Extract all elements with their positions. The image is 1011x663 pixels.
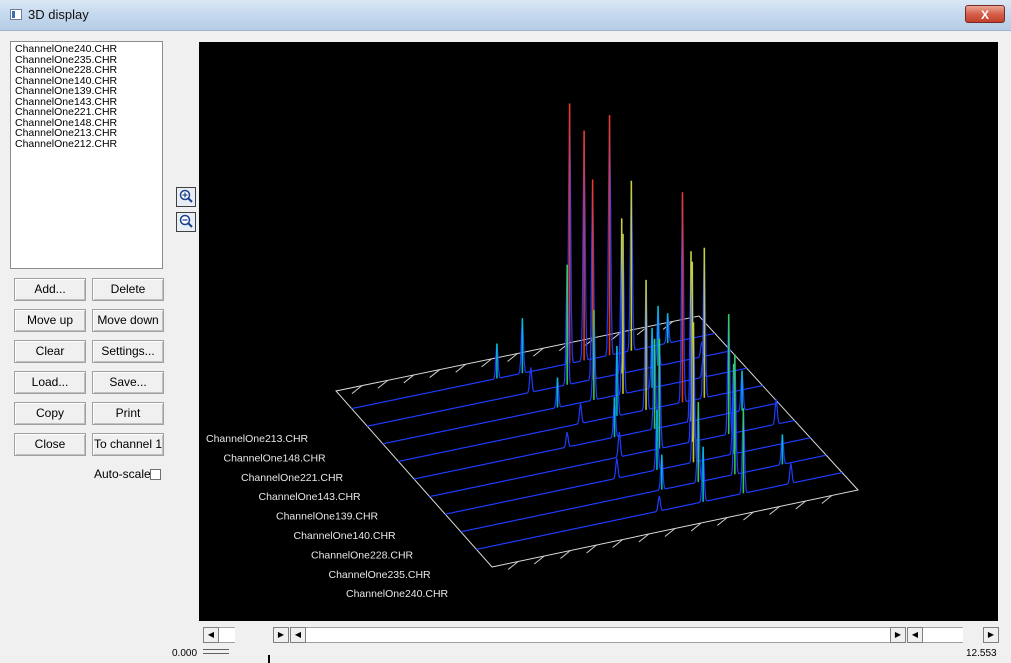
floor-tick	[351, 385, 363, 395]
floor-tick	[586, 544, 597, 554]
file-list-item[interactable]: ChannelOne240.CHR	[15, 43, 118, 55]
trace-line	[445, 322, 811, 515]
floor-tick	[507, 353, 518, 362]
axis-min-tick-2	[203, 653, 229, 654]
scroll-track-left[interactable]	[219, 627, 235, 643]
trace-label: ChannelOne143.CHR	[259, 491, 362, 503]
file-list-item[interactable]: ChannelOne221.CHR	[15, 106, 118, 118]
axis-max-label: 12.553	[966, 648, 997, 659]
trace-line	[398, 192, 763, 462]
floor-tick	[769, 506, 780, 515]
axis-min-label: 0.000	[172, 648, 198, 659]
plot-traces	[351, 103, 843, 550]
floor-tick	[455, 363, 466, 373]
range-left-button[interactable]: ◀	[290, 627, 306, 643]
trace-label: ChannelOne221.CHR	[241, 472, 344, 484]
scroll-left-end-button[interactable]: ◀	[907, 627, 923, 643]
floor-tick	[716, 517, 728, 526]
load-button[interactable]: Load...	[14, 371, 86, 394]
file-list-item[interactable]: ChannelOne140.CHR	[15, 74, 118, 87]
print-button[interactable]: Print	[92, 402, 164, 425]
floor-tick	[612, 539, 624, 548]
floor-tick	[533, 555, 545, 565]
trace-line	[367, 179, 731, 427]
floor-tick	[638, 533, 650, 543]
app-icon	[10, 9, 22, 20]
floor-tick	[821, 495, 833, 504]
copy-button[interactable]: Copy	[14, 402, 86, 425]
file-list-item[interactable]: ChannelOne139.CHR	[15, 85, 118, 97]
file-list-item[interactable]: ChannelOne148.CHR	[15, 116, 118, 129]
floor-tick	[533, 347, 544, 357]
move-up-button[interactable]: Move up	[14, 309, 86, 332]
plot-svg: ChannelOne213.CHR ChannelOne148.CHR Channe…	[206, 103, 859, 600]
range-scroll-track[interactable]	[306, 627, 890, 643]
floor-tick	[795, 500, 807, 510]
trace-label: ChannelOne140.CHR	[294, 530, 397, 542]
trace-line	[413, 251, 779, 480]
trace-label: ChannelOne213.CHR	[206, 433, 309, 445]
trace-label: ChannelOne235.CHR	[329, 569, 432, 581]
floor-tick	[560, 550, 571, 559]
floor-tick	[664, 528, 676, 537]
axis-min-tick	[203, 649, 229, 650]
floor-tick	[429, 369, 441, 378]
delete-button[interactable]: Delete	[92, 278, 164, 301]
trace-line	[476, 408, 843, 550]
floor-tick	[403, 374, 415, 384]
to-channel-button[interactable]: To channel 1	[92, 433, 164, 456]
clear-button[interactable]: Clear	[14, 340, 86, 363]
autoscale-label: Auto-scale	[94, 467, 151, 481]
trace-label: ChannelOne228.CHR	[311, 549, 414, 561]
floor-tick	[481, 358, 492, 368]
scroll-track-right[interactable]	[923, 627, 963, 643]
add-button[interactable]: Add...	[14, 278, 86, 301]
zoom-in-icon	[179, 189, 193, 203]
plot-area[interactable]: ChannelOne213.CHR ChannelOne148.CHR Channe…	[199, 42, 998, 621]
zoom-in-button[interactable]	[176, 187, 196, 207]
save-button[interactable]: Save...	[92, 371, 164, 394]
trace-line	[429, 261, 795, 498]
close-window-button[interactable]: X	[965, 5, 1005, 23]
window-title: 3D display	[28, 7, 89, 22]
floor-tick	[690, 522, 702, 532]
file-list-item[interactable]: ChannelOne213.CHR	[15, 127, 118, 139]
trace-line	[382, 233, 747, 445]
file-list[interactable]: ChannelOne240.CHR ChannelOne235.CHR Channe…	[10, 41, 163, 269]
zoom-out-button[interactable]	[176, 212, 196, 232]
settings-button[interactable]: Settings...	[92, 340, 164, 363]
plot-floor	[335, 315, 859, 568]
title-bar[interactable]: 3D display X	[0, 0, 1011, 31]
floor-tick	[377, 379, 389, 389]
plot-labels: ChannelOne213.CHR ChannelOne148.CHR Channe…	[206, 433, 449, 600]
plot-grid	[335, 315, 859, 570]
axis-marker	[268, 655, 270, 663]
range-right-button[interactable]: ▶	[890, 627, 906, 643]
close-button[interactable]: Close	[14, 433, 86, 456]
trace-label: ChannelOne148.CHR	[224, 452, 327, 464]
floor-tick	[743, 511, 754, 521]
file-list-item[interactable]: ChannelOne212.CHR	[15, 137, 118, 150]
file-list-item[interactable]: ChannelOne228.CHR	[15, 64, 118, 76]
trace-label: ChannelOne240.CHR	[346, 588, 449, 600]
trace-label: ChannelOne139.CHR	[276, 511, 379, 523]
floor-tick	[507, 561, 519, 570]
scroll-right-small-button[interactable]: ▶	[273, 627, 289, 643]
file-list-item[interactable]: ChannelOne143.CHR	[15, 95, 118, 108]
trace-line	[460, 354, 827, 533]
file-list-item[interactable]: ChannelOne235.CHR	[15, 53, 118, 66]
scroll-right-button[interactable]: ▶	[983, 627, 999, 643]
zoom-out-icon	[179, 214, 193, 228]
scroll-left-button[interactable]: ◀	[203, 627, 219, 643]
move-down-button[interactable]: Move down	[92, 309, 164, 332]
autoscale-checkbox[interactable]	[150, 469, 161, 480]
